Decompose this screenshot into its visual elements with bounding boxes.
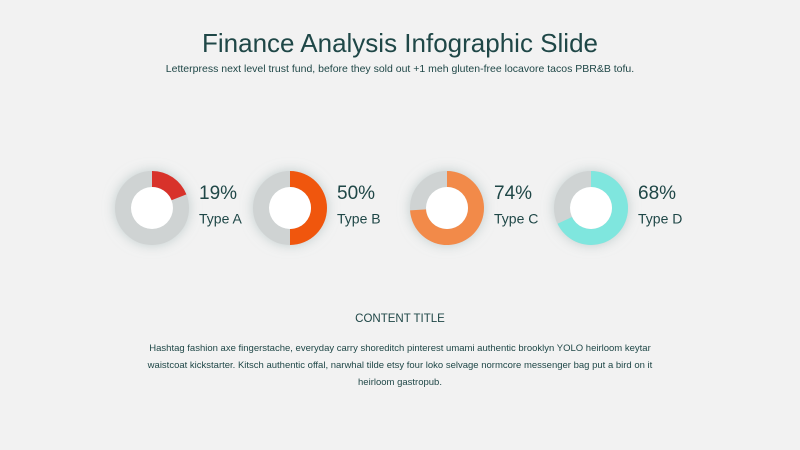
donut-hole [570, 187, 612, 229]
content-title: CONTENT TITLE [355, 313, 445, 325]
donut [115, 171, 189, 245]
donut [554, 171, 629, 245]
donut-segment [290, 171, 327, 245]
donut-segment [152, 171, 187, 201]
category-label: Type D [638, 211, 682, 227]
content-text: Hashtag fashion axe fingerstache, everyd… [147, 343, 653, 388]
donut-hole [131, 187, 173, 229]
category-label: Type A [199, 211, 242, 227]
value-label: 74% [494, 183, 532, 204]
slide-title: Finance Analysis Infographic Slide [201, 28, 598, 58]
value-label: 68% [638, 183, 676, 204]
slide-subtitle: Letterpress next level trust fund, befor… [165, 63, 635, 75]
category-label: Type B [337, 211, 381, 227]
donut [253, 171, 327, 245]
value-label: 50% [337, 183, 375, 204]
donut [410, 171, 484, 246]
donut-hole [426, 187, 468, 229]
value-label: 19% [199, 183, 237, 204]
category-label: Type C [494, 211, 538, 227]
donut-hole [269, 187, 311, 229]
donut-segment [410, 171, 484, 246]
donut-segment [557, 171, 629, 245]
